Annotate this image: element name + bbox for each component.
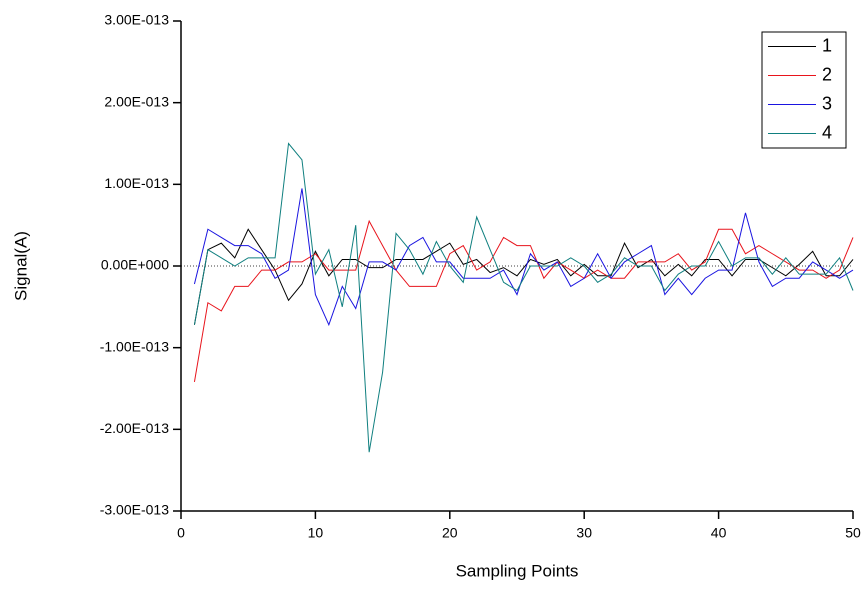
y-tick-label: 2.00E-013 xyxy=(104,93,169,109)
y-tick-label: -3.00E-013 xyxy=(100,502,169,518)
x-tick-label: 40 xyxy=(711,525,727,541)
series-line xyxy=(193,228,854,325)
legend-label: 4 xyxy=(822,122,832,142)
legend-label: 1 xyxy=(822,35,832,55)
series-line xyxy=(193,219,854,383)
y-tick-label: -1.00E-013 xyxy=(100,338,169,354)
x-tick-label: 20 xyxy=(442,525,458,541)
y-tick-label: 3.00E-013 xyxy=(104,12,169,28)
legend-label: 3 xyxy=(822,93,832,113)
x-tick-label: 30 xyxy=(576,525,592,541)
x-tick-label: 50 xyxy=(845,525,861,541)
x-tick-label: 0 xyxy=(177,525,185,541)
series-line xyxy=(193,188,854,327)
x-axis-title: Sampling Points xyxy=(456,561,579,580)
y-tick-label: 1.00E-013 xyxy=(104,175,169,191)
x-tick-label: 10 xyxy=(308,525,324,541)
y-tick-label: -2.00E-013 xyxy=(100,420,169,436)
y-axis-title: Signal(A) xyxy=(11,231,30,301)
series-line xyxy=(193,142,854,453)
legend-box xyxy=(761,31,847,149)
legend-label: 2 xyxy=(822,64,832,84)
y-tick-label: 0.00E+000 xyxy=(101,257,169,273)
